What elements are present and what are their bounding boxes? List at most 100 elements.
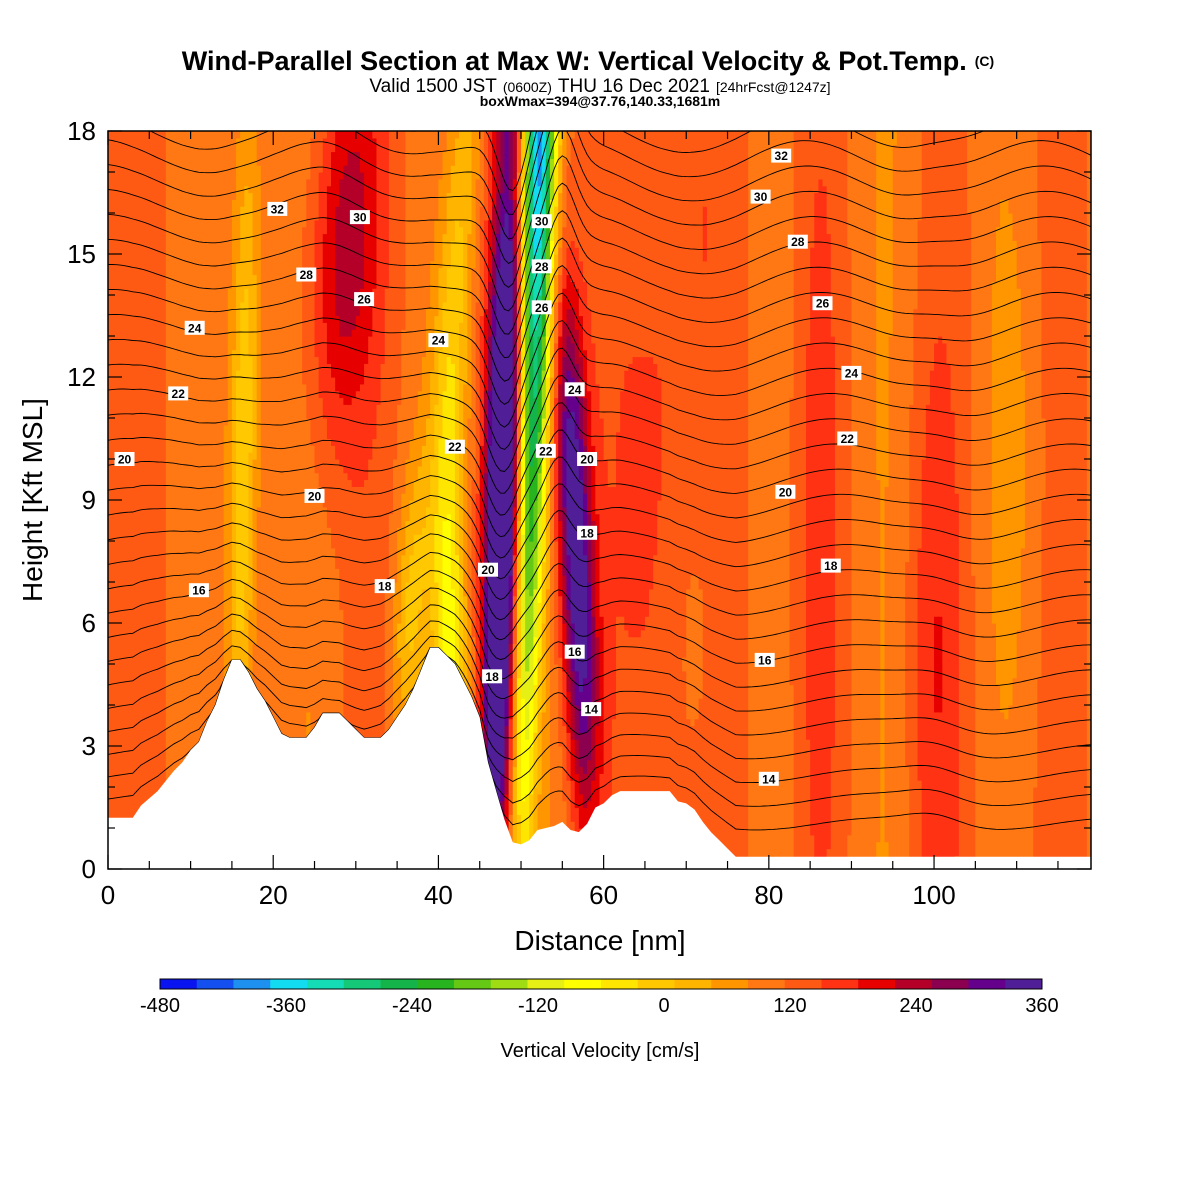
- w-cell: [996, 226, 1001, 686]
- w-cell: [892, 144, 898, 869]
- w-cell: [368, 336, 373, 460]
- w-cell: [715, 131, 720, 869]
- w-cell: [318, 486, 324, 869]
- w-cell: [450, 165, 456, 241]
- w-cell: [380, 363, 386, 869]
- w-cell: [607, 131, 613, 487]
- w-cell: [409, 131, 415, 440]
- theta-contours: [108, 131, 1091, 831]
- theta-contour-line: [108, 402, 1091, 516]
- contour-label: 20: [478, 562, 498, 577]
- w-cell: [459, 226, 464, 323]
- w-cell: [661, 131, 667, 869]
- w-cell: [876, 479, 881, 843]
- colorbar-title: Vertical Velocity [cm/s]: [501, 1040, 700, 1062]
- w-cell: [397, 131, 402, 405]
- colorbar-tick-label: -360: [266, 995, 306, 1017]
- contour-label-bg: [564, 382, 585, 397]
- w-cell: [417, 131, 423, 392]
- w-cell: [430, 459, 435, 631]
- w-cell: [351, 131, 357, 153]
- colorbar-swatch: [637, 979, 675, 989]
- w-cell: [1000, 131, 1005, 200]
- w-cell: [335, 206, 340, 317]
- w-cell: [595, 131, 601, 385]
- w-cell: [896, 131, 902, 869]
- w-cell: [810, 131, 815, 248]
- w-cell: [566, 165, 572, 248]
- w-cell: [231, 349, 237, 713]
- w-cell: [244, 185, 250, 289]
- w-cell: [554, 397, 559, 542]
- w-cell: [620, 131, 625, 392]
- w-cell: [603, 131, 609, 460]
- w-cell: [252, 274, 258, 460]
- w-cell: [355, 390, 361, 487]
- w-cell: [549, 131, 555, 159]
- contour-label: 16: [564, 644, 585, 659]
- contour-label-text: 28: [300, 268, 314, 282]
- w-cell: [178, 131, 183, 869]
- contour-label-bg: [787, 234, 808, 249]
- contour-label-text: 16: [758, 653, 772, 667]
- w-cell: [500, 226, 506, 774]
- w-cell: [876, 131, 881, 481]
- w-cell: [533, 547, 539, 590]
- w-cell: [562, 131, 568, 159]
- w-cell: [558, 595, 563, 658]
- w-cell: [525, 588, 530, 672]
- w-cell: [446, 356, 452, 515]
- w-cell: [516, 459, 522, 522]
- w-cell: [599, 131, 605, 419]
- w-cell: [789, 684, 795, 869]
- w-cell: [537, 513, 543, 563]
- w-cell: [492, 206, 497, 255]
- w-cell: [314, 472, 320, 869]
- colorbar-swatch: [490, 979, 528, 989]
- w-cell: [570, 780, 576, 822]
- contour-label-text: 30: [535, 215, 549, 229]
- w-cell: [372, 131, 378, 139]
- w-cell: [392, 131, 398, 460]
- w-cell: [566, 336, 572, 371]
- w-cell: [574, 131, 580, 248]
- w-cell: [331, 131, 336, 153]
- w-cell: [628, 363, 634, 638]
- w-cell: [905, 561, 910, 768]
- contour-label-text: 26: [357, 293, 371, 307]
- w-cell: [343, 165, 349, 337]
- w-cell: [640, 356, 646, 631]
- contour-label-bg: [184, 320, 205, 335]
- colorbar-swatch: [233, 979, 271, 989]
- w-cell: [574, 288, 580, 330]
- w-cell: [496, 131, 501, 194]
- w-cell: [359, 131, 365, 173]
- w-cell: [917, 131, 923, 221]
- y-tick-label: 9: [82, 485, 96, 515]
- contour-label: 26: [812, 296, 833, 311]
- w-cell: [512, 766, 518, 869]
- w-cell: [409, 438, 415, 501]
- w-cell: [533, 329, 539, 399]
- y-tick-label: 0: [82, 854, 96, 884]
- w-cell: [744, 131, 749, 869]
- contour-label-bg: [374, 579, 395, 594]
- w-cell: [578, 397, 584, 440]
- w-cell: [372, 288, 378, 440]
- y-tick-label: 3: [82, 731, 96, 761]
- w-cell: [512, 199, 518, 255]
- w-cell: [917, 780, 923, 869]
- contour-label: 20: [577, 452, 598, 467]
- w-cell: [331, 547, 336, 869]
- contour-label-bg: [114, 452, 135, 466]
- w-cell: [516, 172, 522, 221]
- w-cell: [1029, 131, 1034, 869]
- y-tick-label: 15: [67, 239, 96, 269]
- w-cell: [508, 131, 514, 200]
- w-cell: [409, 500, 415, 556]
- w-cell: [657, 377, 663, 501]
- w-cell: [240, 131, 245, 207]
- w-cell: [326, 438, 332, 528]
- w-cell: [1045, 131, 1051, 869]
- colorbar-swatch: [895, 979, 933, 989]
